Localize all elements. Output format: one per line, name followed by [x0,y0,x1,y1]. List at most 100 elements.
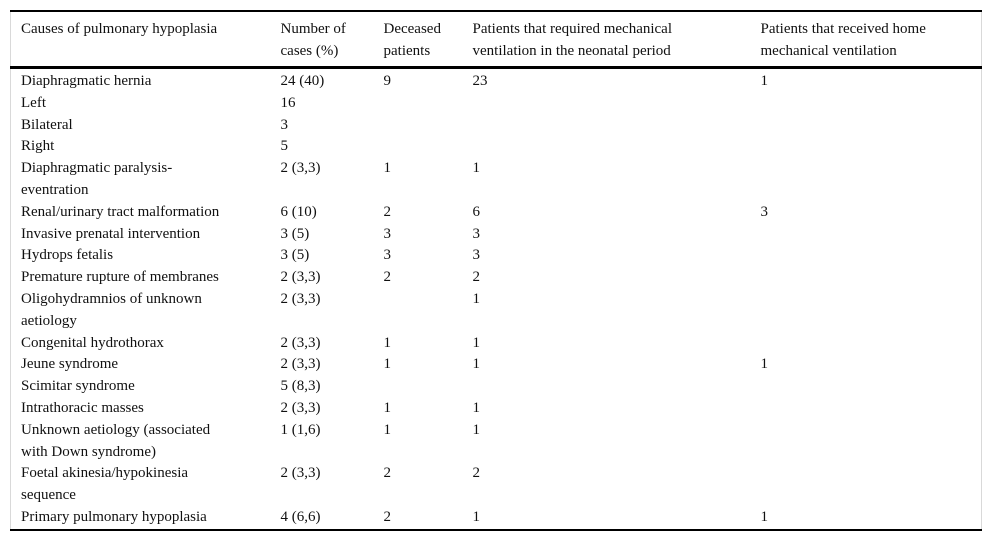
cause-cell: Jeune syndrome [21,356,119,373]
value-cell: 2 (3,3) [280,160,321,177]
table-row: Oligohydramnios of unknown aetiology 2 (3… [11,289,982,333]
value-cell [761,420,982,464]
cause-cell: Right [21,138,55,155]
value-cell [761,93,982,115]
table-row: Jeune syndrome 2 (3,3) 1 1 1 [11,354,982,376]
value-cell: 2 (3,3) [280,269,321,286]
value-cell: 6 (10) [280,203,317,220]
value-cell [473,93,761,115]
cause-cell: Left [21,94,46,111]
value-cell: 3 (5) [280,225,310,242]
value-cell: 1 [383,160,392,177]
value-cell [761,398,982,420]
value-cell [384,289,473,333]
value-cell: 3 [280,116,289,133]
value-cell: 2 [472,269,481,286]
table-row: Congenital hydrothorax 2 (3,3) 1 1 [11,333,982,355]
value-cell: 2 (3,3) [280,465,321,482]
cause-cell: Congenital hydrothorax [21,334,164,351]
table-row: Left 16 [11,93,982,115]
value-cell [761,245,982,267]
cause-cell: Invasive prenatal intervention [21,225,201,242]
value-cell [761,289,982,333]
value-cell [761,463,982,507]
value-cell: 2 [383,465,392,482]
value-cell [761,224,982,246]
cause-cell: Bilateral [21,116,73,133]
cause-cell: Diaphragmatic paralysis- eventration [21,160,173,198]
value-cell: 3 [760,203,769,220]
cause-cell: Diaphragmatic hernia [21,73,152,89]
value-cell [473,376,761,398]
value-cell: 4 (6,6) [280,508,321,525]
table-row: Foetal akinesia/hypokinesia sequence 2 (3… [11,463,982,507]
value-cell: 16 [280,94,296,111]
cause-cell: Renal/urinary tract malformation [21,203,220,220]
value-cell: 2 [472,465,481,482]
table-row: Primary pulmonary hypoplasia 4 (6,6) 2 1 1 [11,507,982,530]
value-cell [384,93,473,115]
value-cell: 1 [472,160,481,177]
column-header-3: Patients that required mechanical ventil… [472,11,761,69]
value-cell: 23 [472,73,488,89]
value-cell: 24 (40) [280,73,325,89]
value-cell [761,333,982,355]
table-header: Causes of pulmonary hypoplasia Number of … [10,11,982,69]
value-cell: 1 [472,334,481,351]
value-cell: 3 [383,225,392,242]
value-cell [761,115,982,137]
value-cell: 9 [383,73,392,89]
table-row: Invasive prenatal intervention 3 (5) 3 3 [11,224,982,246]
value-cell: 2 (3,3) [280,290,321,307]
value-cell: 1 [383,334,392,351]
value-cell: 1 [760,73,769,89]
column-header-1: Number of cases (%) [280,11,384,69]
value-cell: 2 (3,3) [280,334,321,351]
cause-cell: Hydrops fetalis [21,247,114,264]
table-row: Bilateral 3 [11,115,982,137]
column-header-0: Causes of pulmonary hypoplasia [10,11,281,69]
cause-cell: Oligohydramnios of unknown aetiology [21,290,202,329]
value-cell: 3 [472,225,481,242]
value-cell [473,115,761,137]
value-cell: 1 [383,356,392,373]
value-cell: 5 [280,138,289,155]
table-row: Premature rupture of membranes 2 (3,3) 2 2 [11,267,982,289]
value-cell: 2 (3,3) [280,399,321,416]
table-body: Diaphragmatic hernia 24 (40) 9 23 1 Left 16 Bil… [11,68,982,530]
value-cell: 1 [383,421,392,438]
cause-cell: Unknown aetiology (associated with Down … [21,421,211,460]
cause-cell: Premature rupture of membranes [21,269,219,286]
table-row: Scimitar syndrome 5 (8,3) [11,376,982,398]
column-header-4: Patients that received home mechanical v… [760,11,982,69]
table-row: Hydrops fetalis 3 (5) 3 3 [11,245,982,267]
cause-cell: Intrathoracic masses [21,399,144,416]
value-cell: 3 (5) [280,247,310,264]
table-row: Right 5 [11,136,982,158]
value-cell: 2 (3,3) [280,356,321,373]
value-cell: 1 [472,508,481,525]
table-header-row: Causes of pulmonary hypoplasia Number of … [10,11,982,69]
cause-cell: Foetal akinesia/hypokinesia sequence [21,465,189,504]
value-cell [384,136,473,158]
value-cell: 5 (8,3) [280,378,321,395]
value-cell [761,158,982,202]
column-header-2: Deceased patients [383,11,473,69]
value-cell [384,115,473,137]
cause-cell: Primary pulmonary hypoplasia [21,508,207,525]
value-cell: 1 [472,356,481,373]
value-cell: 1 [472,290,481,307]
value-cell: 2 [383,203,392,220]
value-cell: 1 [383,399,392,416]
value-cell: 3 [383,247,392,264]
table-row: Diaphragmatic paralysis- eventration 2 (3… [11,158,982,202]
value-cell: 2 [383,269,392,286]
value-cell [384,376,473,398]
value-cell: 3 [472,247,481,264]
value-cell: 6 [472,203,481,220]
value-cell: 1 [472,421,481,438]
value-cell: 1 (1,6) [280,421,321,438]
value-cell: 1 [760,356,769,373]
cause-cell: Scimitar syndrome [21,378,135,395]
